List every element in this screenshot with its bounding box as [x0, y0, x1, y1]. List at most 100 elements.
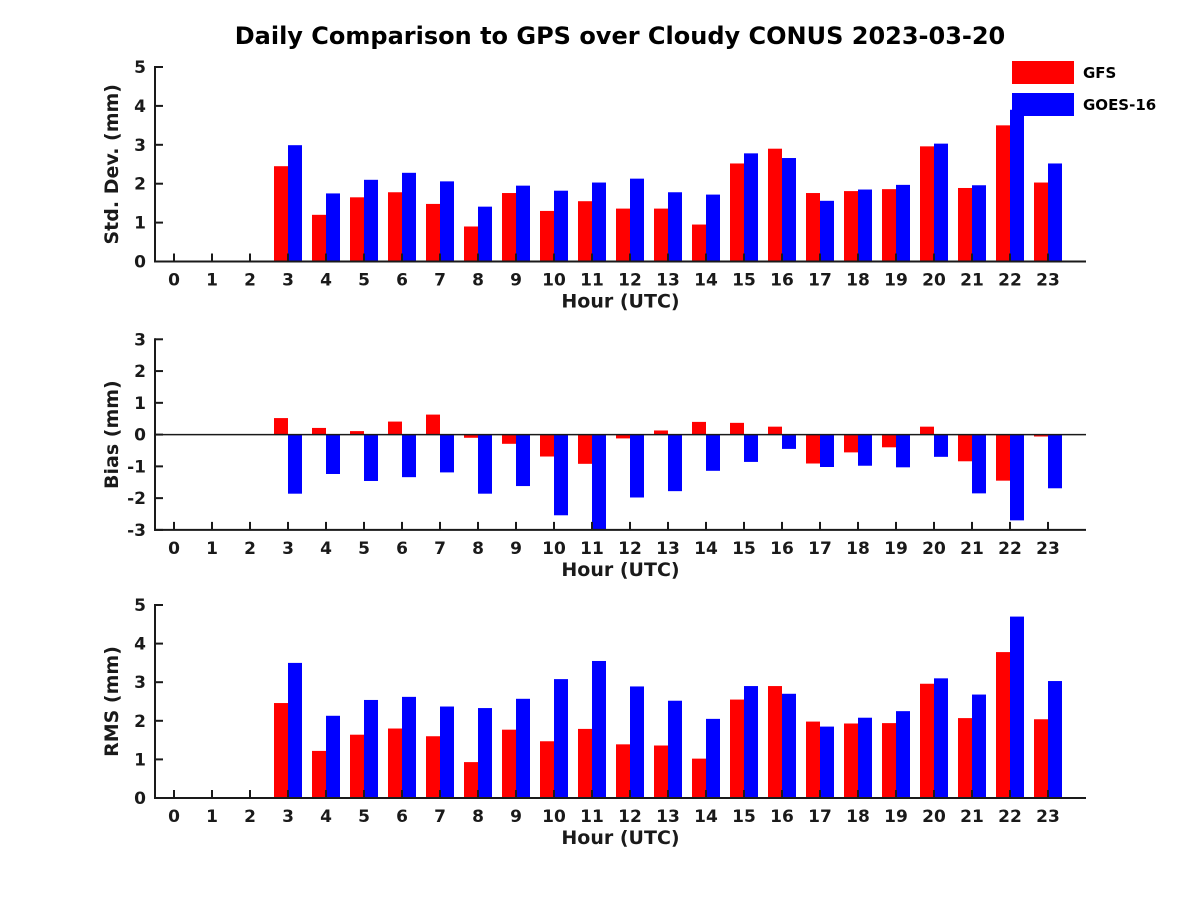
x-tick-label: 12 — [618, 807, 642, 827]
bar-gfs-h7 — [426, 203, 440, 262]
y-tick-label: -3 — [127, 521, 146, 541]
bar-gfs-h6 — [388, 728, 402, 798]
y-tick-label: 3 — [134, 330, 146, 350]
x-tick-label: 15 — [732, 271, 756, 291]
bar-gfs-h12 — [616, 434, 630, 439]
bar-gfs-h17 — [806, 193, 820, 262]
bar-gfs-h19 — [882, 434, 896, 448]
x-tick-label: 1 — [206, 271, 218, 291]
x-tick-label: 4 — [320, 807, 332, 827]
x-tick-label: 14 — [694, 807, 718, 827]
bar-gfs-h14 — [692, 758, 706, 798]
x-tick-label: 3 — [282, 539, 294, 559]
bars-group — [274, 109, 1062, 262]
x-axis-title: Hour (UTC) — [561, 827, 679, 849]
bar-gfs-h5 — [350, 431, 364, 435]
bar-goes16-h3 — [288, 434, 302, 494]
bar-goes16-h23 — [1048, 681, 1062, 798]
x-tick-label: 16 — [770, 807, 794, 827]
x-tick-label: 10 — [542, 539, 566, 559]
bar-gfs-h4 — [312, 750, 326, 798]
bar-goes16-h15 — [744, 434, 758, 462]
bar-gfs-h15 — [730, 422, 744, 435]
chart-title: Daily Comparison to GPS over Cloudy CONU… — [234, 22, 1006, 50]
bar-gfs-h23 — [1034, 434, 1048, 437]
x-tick-label: 23 — [1036, 271, 1060, 291]
bar-gfs-h20 — [920, 426, 934, 435]
x-tick-label: 20 — [922, 271, 946, 291]
bar-gfs-h6 — [388, 192, 402, 262]
x-tick-label: 17 — [808, 807, 832, 827]
bar-gfs-h5 — [350, 197, 364, 262]
bar-gfs-h13 — [654, 745, 668, 798]
bar-gfs-h23 — [1034, 719, 1048, 798]
bar-gfs-h8 — [464, 226, 478, 262]
bar-gfs-h18 — [844, 191, 858, 262]
legend-item-goes16: GOES-16 — [1012, 93, 1156, 116]
bar-gfs-h12 — [616, 208, 630, 262]
bar-goes16-h21 — [972, 694, 986, 798]
x-tick-label: 21 — [960, 539, 984, 559]
y-tick-label: 1 — [134, 394, 146, 414]
bar-goes16-h4 — [326, 434, 340, 474]
goes16-swatch — [1012, 93, 1074, 116]
bar-goes16-h20 — [934, 434, 948, 457]
x-tick-label: 10 — [542, 271, 566, 291]
bar-goes16-h4 — [326, 193, 340, 262]
bar-goes16-h8 — [478, 708, 492, 798]
x-tick-label: 17 — [808, 539, 832, 559]
bar-goes16-h10 — [554, 434, 568, 516]
x-tick-label: 9 — [510, 807, 522, 827]
x-tick-label: 7 — [434, 271, 446, 291]
bar-goes16-h22 — [1010, 109, 1024, 262]
x-tick-label: 14 — [694, 539, 718, 559]
bar-goes16-h13 — [668, 700, 682, 798]
bar-goes16-h23 — [1048, 434, 1062, 489]
bar-goes16-h16 — [782, 693, 796, 798]
x-tick-label: 15 — [732, 807, 756, 827]
x-tick-label: 8 — [472, 807, 484, 827]
bar-goes16-h19 — [896, 434, 910, 468]
bars-group — [274, 414, 1062, 530]
x-tick-label: 22 — [998, 807, 1022, 827]
bar-goes16-h21 — [972, 434, 986, 494]
x-tick-label: 8 — [472, 539, 484, 559]
x-tick-label: 15 — [732, 539, 756, 559]
x-tick-label: 21 — [960, 271, 984, 291]
x-tick-label: 19 — [884, 271, 908, 291]
bar-goes16-h6 — [402, 696, 416, 798]
y-tick-label: 1 — [134, 750, 146, 770]
y-tick-label: 2 — [134, 712, 146, 732]
y-axis-title: Bias (mm) — [101, 380, 123, 489]
y-tick-label: 1 — [134, 214, 146, 234]
x-tick-label: 6 — [396, 807, 408, 827]
bars-group — [274, 616, 1062, 798]
bar-goes16-h9 — [516, 434, 530, 487]
bar-gfs-h17 — [806, 721, 820, 798]
bar-goes16-h15 — [744, 153, 758, 262]
x-tick-label: 20 — [922, 807, 946, 827]
bar-goes16-h8 — [478, 206, 492, 262]
x-tick-label: 13 — [656, 807, 680, 827]
bar-goes16-h4 — [326, 715, 340, 798]
x-tick-label: 22 — [998, 539, 1022, 559]
bar-goes16-h3 — [288, 662, 302, 798]
bar-goes16-h16 — [782, 434, 796, 449]
bar-goes16-h9 — [516, 698, 530, 798]
x-tick-label: 3 — [282, 271, 294, 291]
bar-gfs-h13 — [654, 208, 668, 262]
bar-goes16-h20 — [934, 678, 948, 798]
bar-goes16-h18 — [858, 189, 872, 262]
bar-gfs-h4 — [312, 427, 326, 435]
bar-gfs-h22 — [996, 125, 1010, 262]
x-tick-label: 18 — [846, 271, 870, 291]
bar-gfs-h15 — [730, 163, 744, 262]
bar-gfs-h16 — [768, 686, 782, 798]
bar-gfs-h5 — [350, 734, 364, 798]
bar-goes16-h5 — [364, 699, 378, 798]
bar-gfs-h11 — [578, 201, 592, 262]
bar-goes16-h7 — [440, 706, 454, 798]
